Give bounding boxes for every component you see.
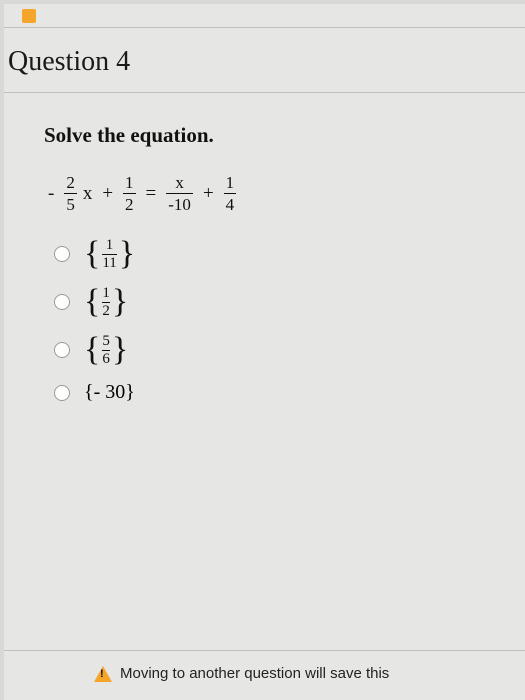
- radio-icon[interactable]: [54, 385, 70, 401]
- eq-sign-1: -: [44, 183, 58, 205]
- eq-var-1: x: [83, 183, 93, 205]
- option-4[interactable]: {- 30}: [54, 381, 497, 404]
- option-value: { 5 6 }: [84, 333, 128, 367]
- option-1[interactable]: { 1 11 }: [54, 237, 497, 271]
- brace-left-icon: {: [84, 237, 100, 271]
- eq-equals: =: [142, 183, 161, 205]
- radio-icon[interactable]: [54, 246, 70, 262]
- eq-op-2: +: [199, 183, 218, 205]
- option-2[interactable]: { 1 2 }: [54, 285, 497, 319]
- option-3[interactable]: { 5 6 }: [54, 333, 497, 367]
- eq-op-1: +: [98, 183, 117, 205]
- top-toolbar: [4, 4, 525, 28]
- brace-right-icon: }: [112, 333, 128, 367]
- footer-bar: Moving to another question will save thi…: [4, 650, 525, 682]
- warning-dot-icon: [22, 9, 36, 23]
- question-prompt: Solve the equation.: [44, 123, 497, 148]
- option-value: { 1 2 }: [84, 285, 128, 319]
- eq-frac-2: 1 2: [123, 174, 136, 213]
- options-group: { 1 11 } { 1 2: [54, 237, 497, 404]
- question-body: Solve the equation. - 2 5 x + 1 2 = x -1…: [4, 93, 525, 404]
- option-value: { 1 11 }: [84, 237, 135, 271]
- brace-right-icon: }: [119, 237, 135, 271]
- radio-icon[interactable]: [54, 342, 70, 358]
- warning-triangle-icon: [94, 666, 112, 682]
- radio-icon[interactable]: [54, 294, 70, 310]
- footer-text: Moving to another question will save thi…: [120, 665, 389, 682]
- window-chrome: Question 4 Solve the equation. - 2 5 x +…: [0, 0, 525, 700]
- eq-frac-1: 2 5: [64, 174, 77, 213]
- question-header: Question 4: [4, 28, 525, 93]
- brace-left-icon: {: [84, 285, 100, 319]
- equation: - 2 5 x + 1 2 = x -10 + 1: [44, 174, 497, 213]
- content-area: Question 4 Solve the equation. - 2 5 x +…: [4, 4, 525, 700]
- brace-right-icon: }: [112, 285, 128, 319]
- option-value: {- 30}: [84, 381, 135, 404]
- eq-frac-3: x -10: [166, 174, 193, 213]
- eq-frac-4: 1 4: [224, 174, 237, 213]
- brace-left-icon: {: [84, 333, 100, 367]
